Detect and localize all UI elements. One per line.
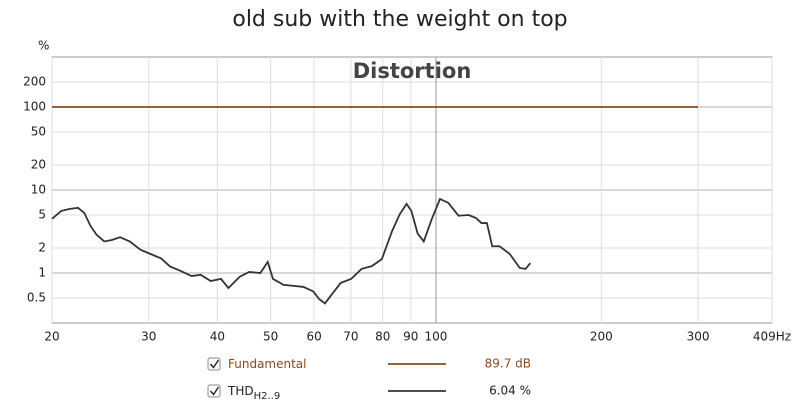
legend-readout: 6.04 % [489,384,531,398]
checkbox-box [207,384,221,398]
y-tick-label: 20 [31,158,46,172]
legend-name: THD [227,384,254,398]
x-tick-label: 80 [375,330,390,344]
y-tick-label: 2 [38,241,46,255]
y-unit: % [38,39,49,53]
x-tick-label: 300 [687,330,710,344]
legend-readout: 89.7 dB [485,357,531,371]
y-tick-label: 5 [38,207,46,221]
checkbox-check [209,359,220,369]
x-tick-label: 100 [425,330,448,344]
legend-checkbox[interactable] [207,384,221,398]
y-tick-label: 50 [31,124,46,138]
y-tick-label: 10 [31,183,46,197]
x-tick-label: 200 [590,330,613,344]
x-tick-label: 30 [141,330,156,344]
legend-label: THDH2..9 [227,384,280,403]
x-tick-label: 50 [263,330,278,344]
grid [51,57,773,323]
x-tick-label: 60 [306,330,321,344]
chart-subtitle: Distortion [353,59,472,83]
x-tick-label: 20 [44,330,59,344]
checkbox-check [209,386,220,396]
x-tick-label: 90 [403,330,418,344]
chart-title: old sub with the weight on top [232,7,567,32]
legend-checkbox[interactable] [207,357,221,371]
x-tick-label: 40 [210,330,225,344]
y-tick-label: 0.5 [27,291,46,305]
y-tick-label: 1 [38,266,46,280]
y-tick-label: 200 [23,74,46,88]
series-line [51,197,532,305]
x-tick-label: 70 [343,330,358,344]
legend-name: Fundamental [228,357,307,371]
legend-subscript: H2..9 [254,391,281,402]
y-tick-label: 100 [23,99,46,113]
legend-label: Fundamental [228,357,307,371]
x-tick-label: 409Hz [753,330,791,344]
checkbox-box [207,357,221,371]
